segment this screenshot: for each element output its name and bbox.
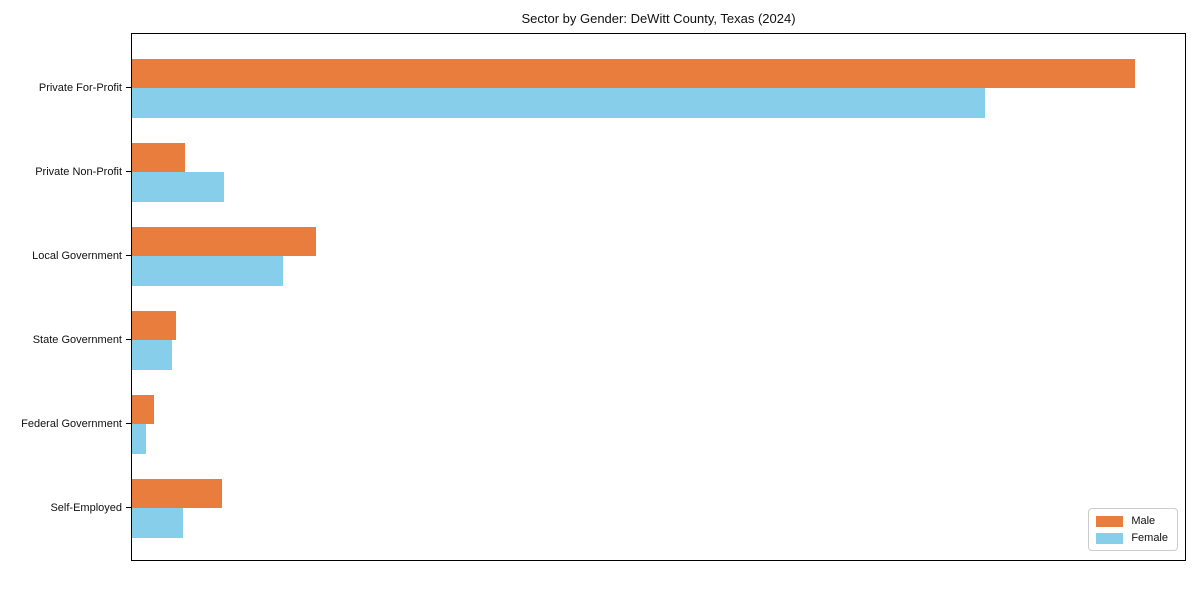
y-axis-label: Local Government: [32, 250, 122, 262]
bar-group: State Government: [33, 298, 1185, 382]
y-axis-label: Self-Employed: [50, 502, 122, 514]
bar-group: Federal Government: [21, 382, 1185, 466]
bar-female: [132, 340, 173, 370]
y-tick-mark: [126, 255, 131, 257]
bar-female: [132, 424, 146, 454]
y-axis-label: Federal Government: [21, 418, 122, 430]
legend-item-female: Female: [1096, 532, 1168, 544]
y-axis-label: State Government: [32, 334, 122, 346]
y-axis-label: Private Non-Profit: [35, 166, 122, 178]
bar-groups: Private For-Profit Private Non-Profit Loca…: [21, 34, 1185, 550]
y-tick-mark: [126, 423, 131, 425]
bar-female: [132, 256, 283, 286]
bar-male: [132, 142, 186, 172]
plot-area: Private For-Profit Private Non-Profit Loca…: [21, 33, 1186, 561]
bar-group: Local Government: [32, 214, 1185, 298]
chart-title: Sector by Gender: DeWitt County, Texas (…: [521, 11, 796, 26]
bar-female: [132, 172, 225, 202]
bar-male: [132, 394, 155, 424]
bar-male: [132, 58, 1135, 88]
bar-male: [132, 310, 177, 340]
bar-female: [132, 88, 985, 118]
legend-label-female: Female: [1131, 532, 1168, 544]
y-axis-label: Private For-Profit: [38, 82, 122, 94]
bar-male: [132, 226, 316, 256]
legend: Male Female: [1088, 508, 1178, 551]
bar-group: Private For-Profit: [39, 46, 1185, 130]
y-tick-mark: [126, 507, 131, 509]
bar-group: Private Non-Profit: [35, 130, 1185, 214]
male-color-swatch: [1096, 515, 1124, 527]
bar-female: [132, 508, 184, 538]
bar-male: [132, 478, 223, 508]
bar-group: Self-Employed: [50, 466, 1185, 550]
y-tick-mark: [126, 171, 131, 173]
legend-label-male: Male: [1131, 515, 1156, 527]
y-tick-mark: [126, 339, 131, 341]
female-color-swatch: [1096, 532, 1124, 544]
legend-item-male: Male: [1096, 515, 1168, 527]
y-tick-mark: [126, 87, 131, 89]
